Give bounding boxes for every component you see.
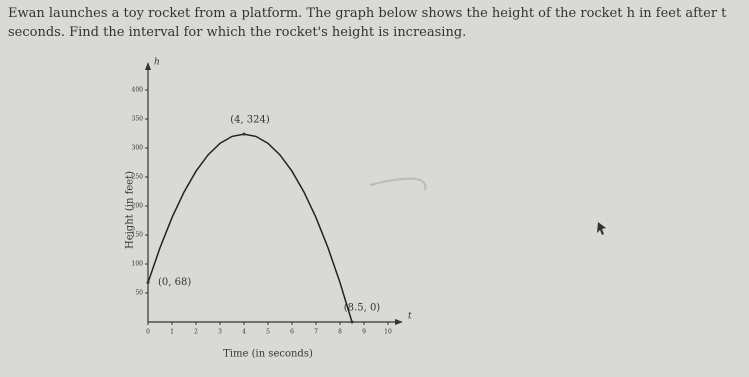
annotation: (8.5, 0) <box>344 303 381 314</box>
x-axis-label: Time (in seconds) <box>223 349 313 360</box>
x-axis-letter: t <box>408 312 412 322</box>
x-tick-label: 9 <box>362 329 366 336</box>
question: Ewan launches a toy rocket from a platfo… <box>8 6 727 40</box>
x-tick-label: 5 <box>266 329 270 336</box>
x-tick-label: 0 <box>146 329 150 336</box>
y-tick-label: 100 <box>132 261 144 268</box>
annotation: (0, 68) <box>158 277 191 288</box>
y-tick-label: 350 <box>132 116 144 123</box>
point <box>146 281 150 285</box>
y-tick-label: 50 <box>135 290 143 297</box>
arrow <box>145 62 151 70</box>
cursor <box>597 222 606 235</box>
y-tick-label: 200 <box>132 203 144 210</box>
x-tick-label: 10 <box>384 329 392 336</box>
x-tick-label: 8 <box>338 329 342 336</box>
y-tick-label: 150 <box>132 232 144 239</box>
x-tick-label: 1 <box>170 329 174 336</box>
x-tick-label: 3 <box>218 329 222 336</box>
x-tick-label: 7 <box>314 329 318 336</box>
x-tick-label: 6 <box>290 329 294 336</box>
y-tick-label: 300 <box>132 145 144 152</box>
y-axis-letter: h <box>154 58 160 68</box>
y-tick-label: 400 <box>132 87 144 94</box>
y-tick-label: 250 <box>132 174 144 181</box>
point <box>350 320 354 324</box>
annotation: (4, 324) <box>230 115 270 126</box>
arrow <box>395 319 403 325</box>
y-axis-label: Height (in feet) <box>125 171 136 249</box>
point <box>242 132 246 136</box>
x-tick-label: 4 <box>242 329 246 336</box>
curve <box>147 133 353 323</box>
decoration <box>369 177 427 191</box>
x-tick-label: 2 <box>194 329 198 336</box>
